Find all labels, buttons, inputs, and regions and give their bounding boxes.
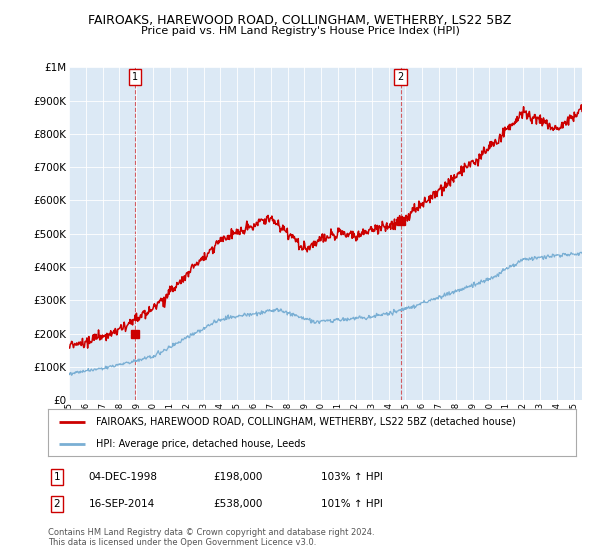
Text: 2: 2 — [397, 72, 404, 82]
Text: 2: 2 — [53, 499, 61, 509]
Text: FAIROAKS, HAREWOOD ROAD, COLLINGHAM, WETHERBY, LS22 5BZ (detached house): FAIROAKS, HAREWOOD ROAD, COLLINGHAM, WET… — [95, 417, 515, 427]
Text: 04-DEC-1998: 04-DEC-1998 — [89, 472, 158, 482]
Text: Contains HM Land Registry data © Crown copyright and database right 2024.
This d: Contains HM Land Registry data © Crown c… — [48, 528, 374, 547]
Text: HPI: Average price, detached house, Leeds: HPI: Average price, detached house, Leed… — [95, 438, 305, 449]
Text: FAIROAKS, HAREWOOD ROAD, COLLINGHAM, WETHERBY, LS22 5BZ: FAIROAKS, HAREWOOD ROAD, COLLINGHAM, WET… — [88, 14, 512, 27]
Text: 101% ↑ HPI: 101% ↑ HPI — [321, 499, 383, 509]
Text: £538,000: £538,000 — [213, 499, 262, 509]
Text: 103% ↑ HPI: 103% ↑ HPI — [321, 472, 383, 482]
Text: 1: 1 — [132, 72, 138, 82]
Text: 16-SEP-2014: 16-SEP-2014 — [89, 499, 155, 509]
Text: £198,000: £198,000 — [213, 472, 262, 482]
Text: Price paid vs. HM Land Registry's House Price Index (HPI): Price paid vs. HM Land Registry's House … — [140, 26, 460, 36]
Text: 1: 1 — [53, 472, 61, 482]
